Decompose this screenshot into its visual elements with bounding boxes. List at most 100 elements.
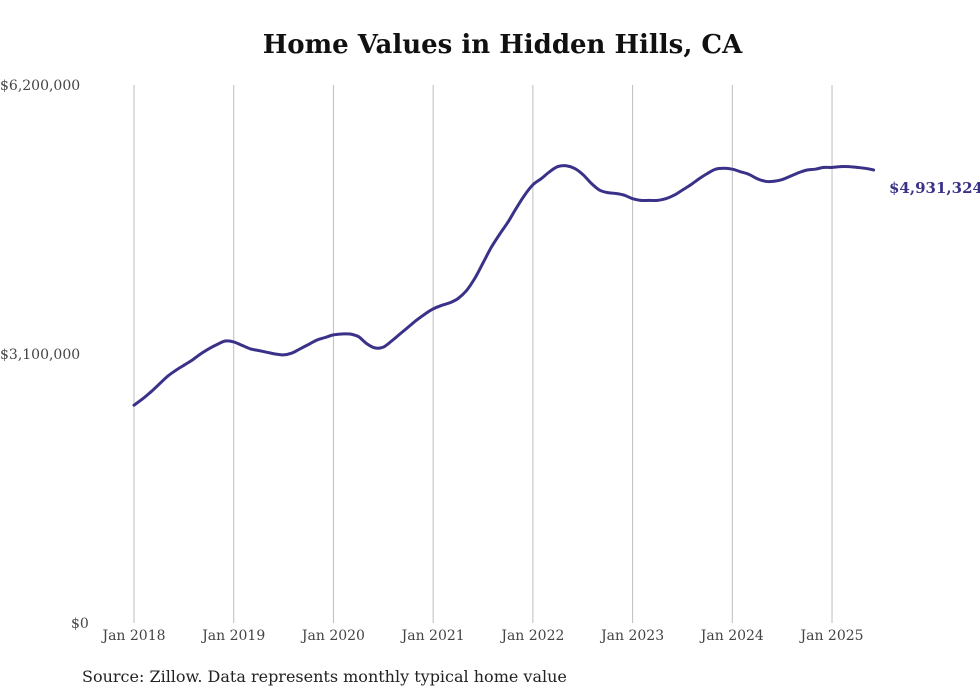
data-point bbox=[531, 183, 535, 187]
data-point bbox=[739, 170, 742, 174]
data-point bbox=[465, 289, 468, 293]
data-point bbox=[415, 318, 418, 322]
data-point bbox=[390, 339, 393, 343]
data-point bbox=[515, 206, 518, 210]
data-point bbox=[764, 180, 767, 183]
data-point bbox=[149, 390, 152, 394]
data-point bbox=[274, 352, 277, 356]
data-point bbox=[839, 165, 842, 168]
data-point bbox=[789, 174, 792, 178]
data-point bbox=[165, 375, 169, 378]
data-point bbox=[456, 297, 460, 300]
data-points bbox=[132, 164, 875, 407]
data-point bbox=[232, 340, 235, 344]
data-point bbox=[822, 166, 825, 169]
data-point bbox=[406, 325, 410, 329]
data-point bbox=[780, 178, 784, 181]
data-point bbox=[772, 180, 776, 183]
y-tick-label: $3,100,000 bbox=[0, 347, 80, 363]
data-point bbox=[556, 165, 560, 168]
data-point bbox=[382, 345, 385, 349]
data-point bbox=[747, 173, 751, 176]
data-point bbox=[656, 199, 659, 202]
data-point bbox=[606, 191, 609, 194]
data-point bbox=[207, 347, 211, 351]
data-point bbox=[814, 167, 817, 171]
source-note: Source: Zillow. Data represents monthly … bbox=[82, 667, 567, 686]
data-point bbox=[431, 307, 435, 311]
data-point bbox=[290, 351, 294, 355]
data-point bbox=[797, 171, 801, 174]
data-point bbox=[423, 312, 427, 316]
data-point bbox=[614, 192, 618, 195]
y-tick-label: $0 bbox=[71, 616, 89, 632]
data-point bbox=[224, 339, 227, 343]
data-point bbox=[332, 333, 335, 337]
data-point bbox=[564, 164, 568, 167]
data-point bbox=[830, 166, 834, 169]
data-point bbox=[348, 332, 352, 336]
data-point bbox=[855, 166, 859, 169]
data-point bbox=[506, 220, 510, 224]
data-point bbox=[473, 277, 477, 280]
data-point bbox=[141, 397, 144, 401]
data-point bbox=[623, 193, 626, 197]
x-tick-label: Jan 2021 bbox=[400, 628, 465, 644]
data-point bbox=[190, 358, 194, 362]
data-point bbox=[373, 346, 377, 350]
x-axis-ticks: Jan 2018 Jan 2019 Jan 2020 Jan 2021 Jan 2022… bbox=[100, 628, 863, 644]
data-point bbox=[365, 342, 369, 345]
data-point bbox=[357, 335, 360, 338]
data-point bbox=[323, 336, 327, 339]
data-point bbox=[440, 304, 443, 307]
data-point bbox=[672, 193, 676, 197]
data-point bbox=[257, 349, 260, 352]
data-point bbox=[539, 177, 543, 180]
data-point bbox=[722, 167, 726, 170]
series-line bbox=[132, 164, 876, 407]
data-point bbox=[298, 347, 302, 351]
data-point bbox=[199, 352, 202, 356]
data-point bbox=[589, 181, 593, 185]
data-point bbox=[448, 301, 452, 305]
data-point bbox=[132, 403, 136, 407]
x-tick-label: Jan 2020 bbox=[300, 628, 365, 644]
data-point bbox=[340, 332, 344, 336]
data-point bbox=[639, 199, 643, 202]
data-point bbox=[174, 369, 177, 372]
data-point bbox=[157, 383, 161, 386]
data-point bbox=[265, 351, 269, 354]
data-point bbox=[756, 177, 759, 180]
x-tick-label: Jan 2019 bbox=[200, 628, 265, 644]
data-point bbox=[647, 199, 651, 202]
chart-title: Home Values in Hidden Hills, CA bbox=[262, 30, 743, 60]
data-point bbox=[864, 167, 867, 170]
data-point bbox=[706, 172, 709, 175]
data-point bbox=[731, 167, 734, 171]
data-point bbox=[689, 183, 693, 187]
data-point bbox=[182, 364, 186, 367]
data-point bbox=[240, 344, 244, 347]
grid-lines bbox=[133, 85, 833, 623]
data-point bbox=[697, 177, 701, 180]
data-point bbox=[249, 347, 252, 351]
data-point bbox=[398, 332, 402, 336]
data-point bbox=[523, 193, 526, 197]
data-point bbox=[573, 167, 576, 170]
data-point bbox=[631, 197, 634, 200]
data-point bbox=[847, 165, 850, 168]
x-tick-label: Jan 2018 bbox=[100, 628, 165, 644]
y-axis-ticks: $6,200,000 $3,100,000 $0 bbox=[0, 78, 89, 632]
end-value-label: $4,931,324 bbox=[889, 179, 980, 197]
data-point bbox=[548, 170, 551, 174]
data-point bbox=[681, 188, 684, 192]
data-point bbox=[805, 168, 809, 172]
data-point bbox=[664, 197, 668, 200]
data-point bbox=[215, 343, 219, 346]
data-point bbox=[714, 167, 717, 171]
data-point bbox=[872, 168, 875, 172]
data-point bbox=[282, 353, 285, 357]
data-point bbox=[581, 173, 584, 176]
y-tick-label: $6,200,000 bbox=[0, 78, 80, 94]
